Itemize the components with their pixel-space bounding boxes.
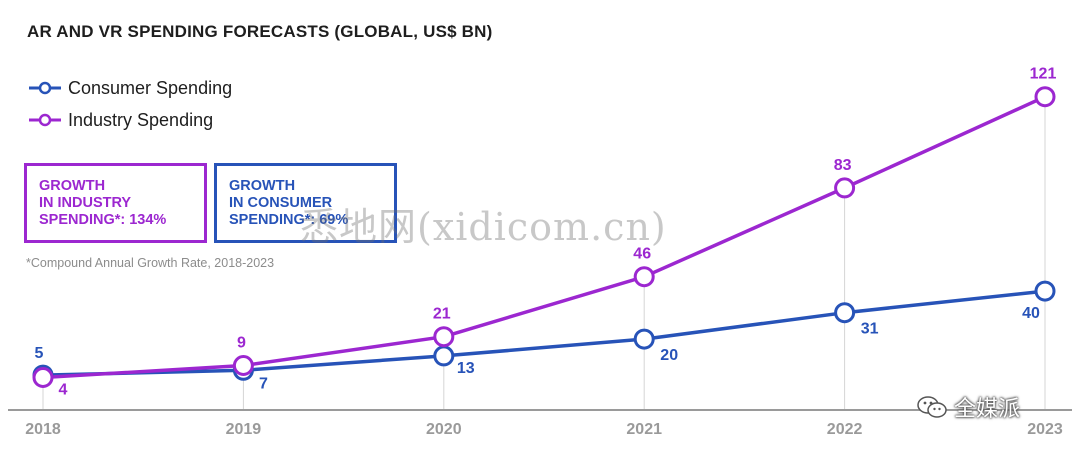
data-label-consumer-2022: 31 <box>861 321 879 338</box>
point-industry-2018 <box>32 367 54 388</box>
industry-growth-callout: GROWTH IN INDUSTRY SPENDING*: 134% <box>24 163 207 243</box>
consumer-callout-line3: SPENDING*: 69% <box>229 212 349 228</box>
data-label-industry-2019: 9 <box>237 335 246 352</box>
x-tick-label-2022: 2022 <box>827 421 863 438</box>
point-industry-2019 <box>232 355 254 376</box>
series-line-consumer <box>42 289 1046 377</box>
brand-logo: 全媒派 <box>916 391 1020 423</box>
data-label-consumer-2019: 7 <box>259 375 268 392</box>
x-tick-label-2018: 2018 <box>25 421 61 438</box>
data-label-consumer-2021: 20 <box>660 347 678 364</box>
watermark: 悉地网(xidicom.cn) <box>300 205 667 249</box>
data-label-industry-2018: 4 <box>59 382 68 399</box>
x-tick-label-2021: 2021 <box>626 421 662 438</box>
data-label-industry-2023: 121 <box>1030 66 1057 83</box>
legend: Consumer Spending Industry Spending <box>28 72 232 136</box>
legend-swatch-industry <box>29 113 61 127</box>
data-label-industry-2021: 46 <box>633 246 651 263</box>
point-industry-2022 <box>834 177 856 199</box>
legend-label-consumer: Consumer Spending <box>68 77 233 98</box>
point-consumer-2022 <box>834 302 856 324</box>
x-tick-label-2020: 2020 <box>426 421 462 438</box>
industry-callout-line3: SPENDING*: 134% <box>39 212 167 228</box>
x-tick-label-2023: 2023 <box>1027 421 1063 438</box>
footnote: *Compound Annual Growth Rate, 2018-2023 <box>26 256 275 270</box>
legend-item-consumer: Consumer Spending <box>28 72 232 104</box>
consumer-callout-line2: IN CONSUMER <box>229 195 333 211</box>
x-tick-label-2019: 2019 <box>226 421 262 438</box>
data-label-industry-2020: 21 <box>433 306 451 323</box>
point-industry-2021 <box>633 266 655 288</box>
point-industry-2023 <box>1034 86 1056 108</box>
brand-name: 全媒派 <box>954 396 1021 421</box>
legend-label-industry: Industry Spending <box>68 109 214 130</box>
series-line-industry <box>42 95 1046 380</box>
data-label-consumer-2018: 5 <box>35 345 44 362</box>
legend-swatch-consumer <box>29 81 61 95</box>
data-label-consumer-2023: 40 <box>1022 305 1040 322</box>
data-label-industry-2022: 83 <box>834 157 852 174</box>
chart-title: AR AND VR SPENDING FORECASTS (GLOBAL, US… <box>27 22 493 41</box>
point-consumer-2020 <box>433 345 455 367</box>
industry-callout-line2: IN INDUSTRY <box>39 195 132 211</box>
consumer-growth-callout: GROWTH IN CONSUMER SPENDING*: 69% <box>214 163 397 243</box>
legend-item-industry: Industry Spending <box>28 104 232 136</box>
wechat-icon <box>917 396 947 418</box>
industry-callout-line1: GROWTH <box>39 178 106 194</box>
point-consumer-2021 <box>633 328 655 350</box>
consumer-callout-line1: GROWTH <box>229 178 296 194</box>
point-industry-2020 <box>433 326 455 348</box>
data-label-consumer-2020: 13 <box>457 360 475 377</box>
point-consumer-2023 <box>1034 280 1056 302</box>
